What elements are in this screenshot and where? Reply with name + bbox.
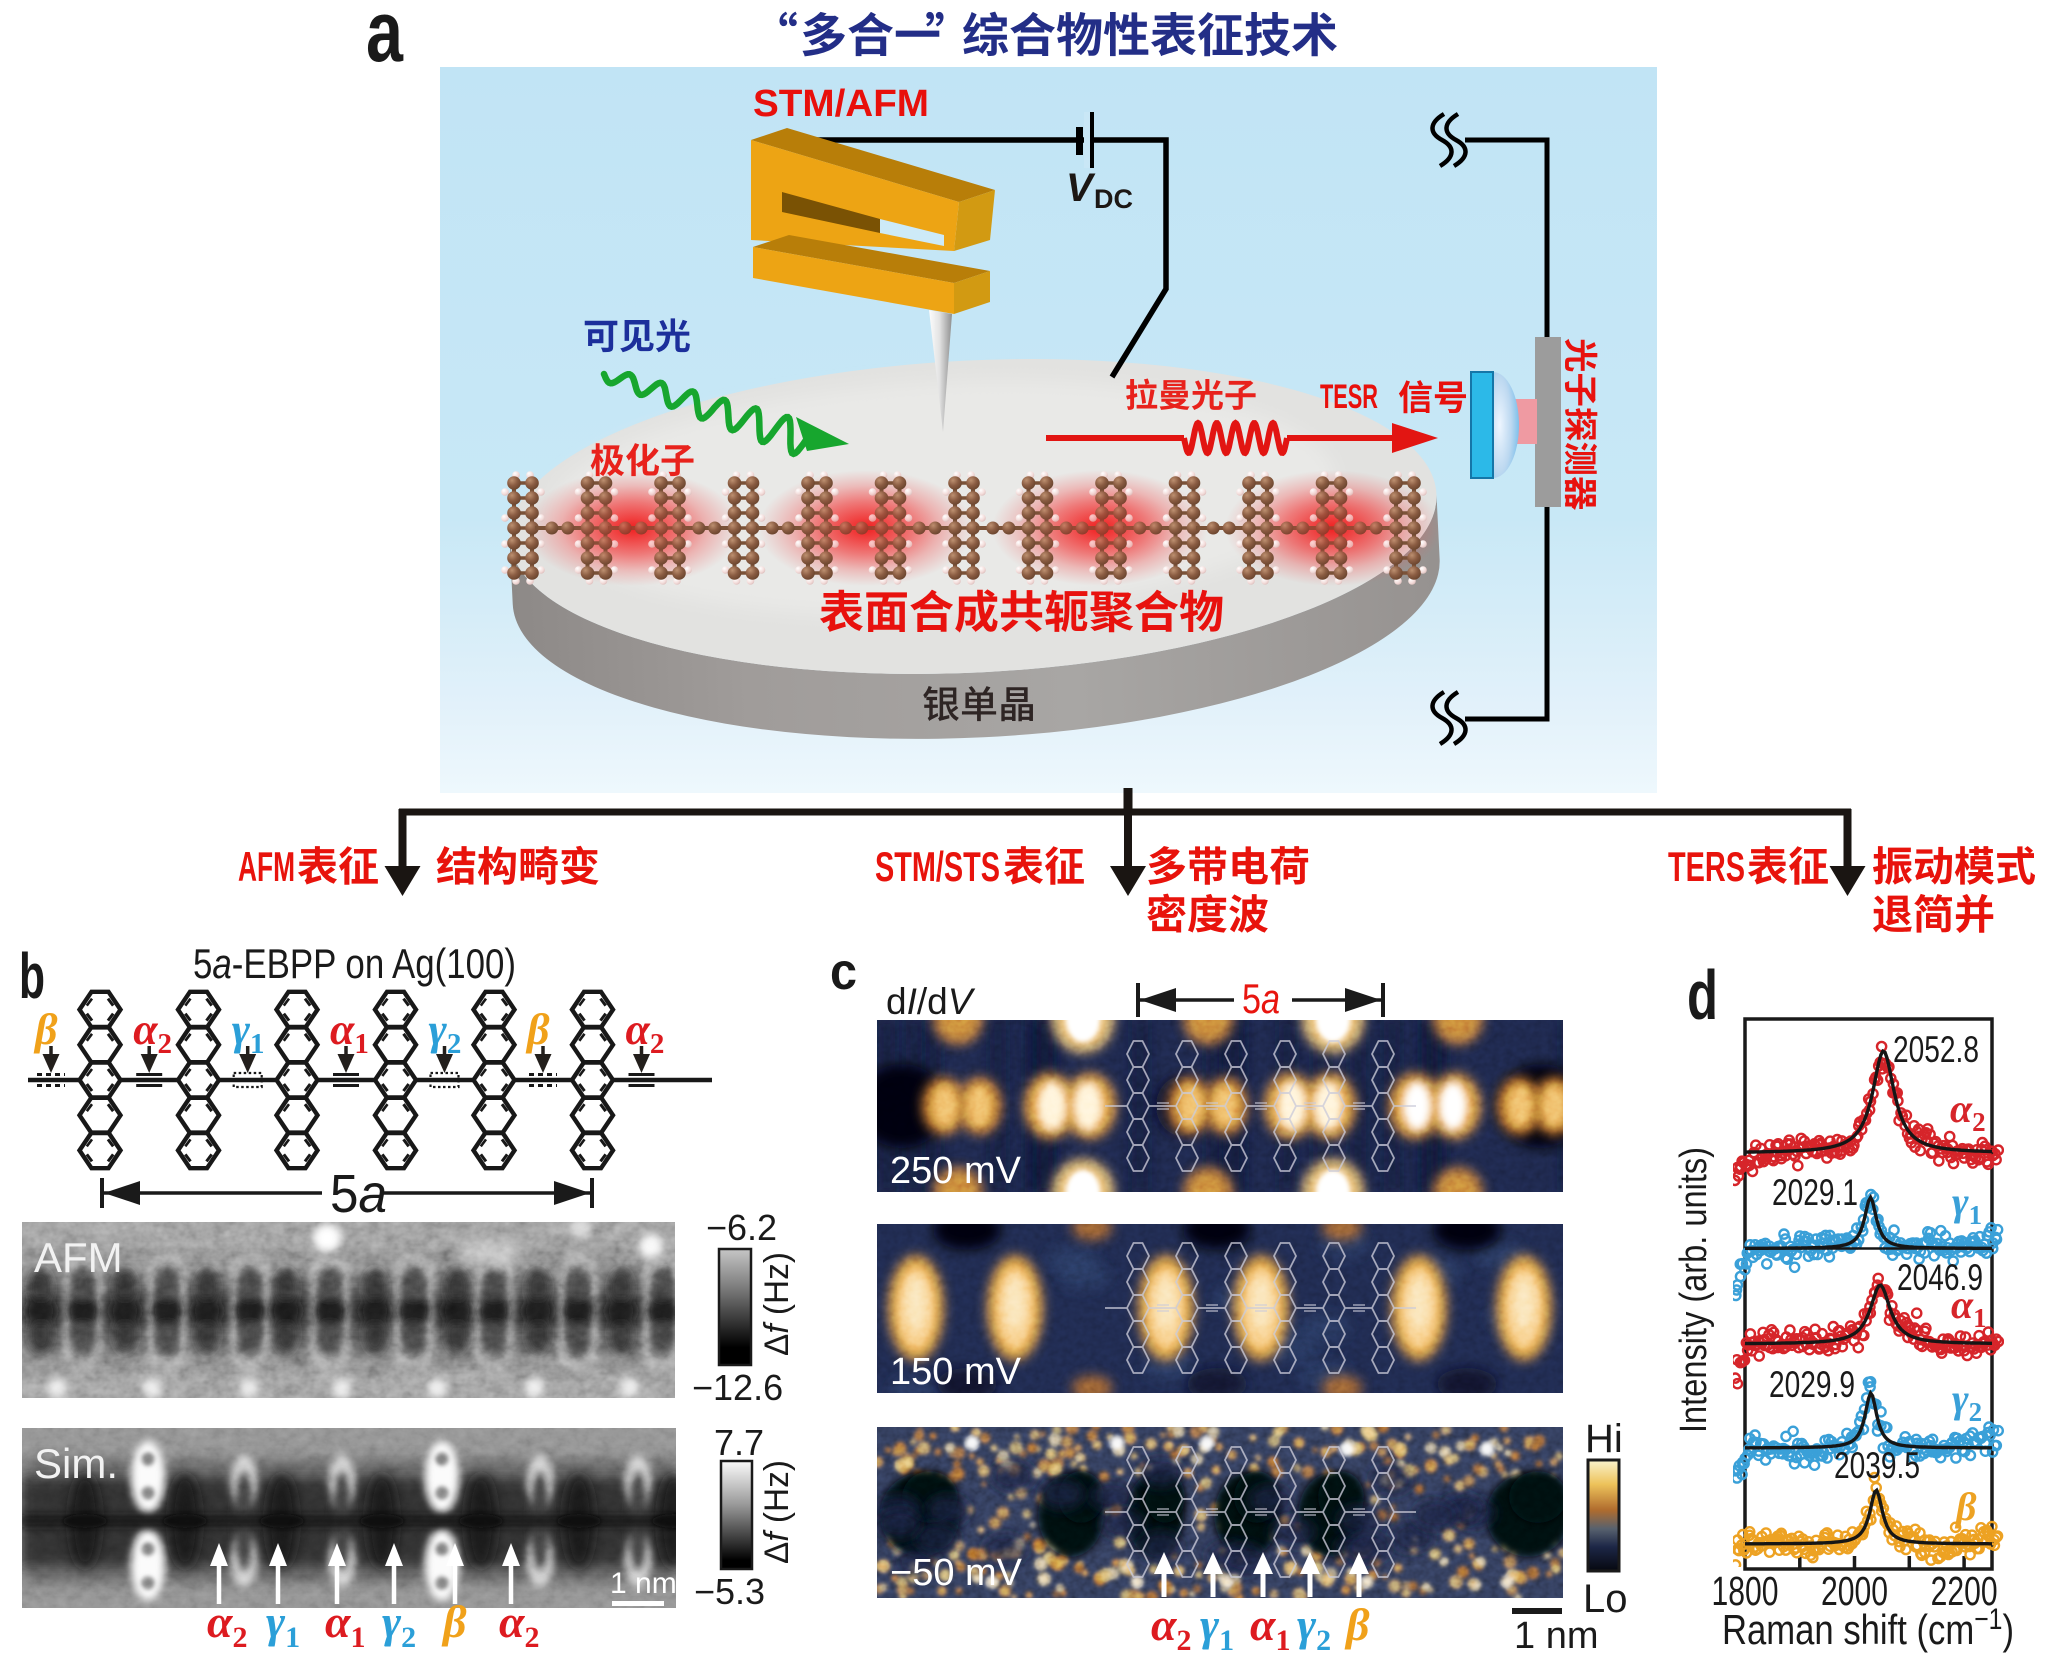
svg-text:Lo: Lo xyxy=(1583,1577,1628,1621)
svg-text:γ2: γ2 xyxy=(1952,1376,1982,1427)
svg-text:b: b xyxy=(19,940,45,1012)
svg-text:150 mV: 150 mV xyxy=(890,1351,1022,1393)
svg-text:β: β xyxy=(1954,1484,1977,1529)
svg-text:β: β xyxy=(441,1596,467,1647)
svg-text:5a-EBPP on Ag(100): 5a-EBPP on Ag(100) xyxy=(193,940,516,987)
svg-text:α1: α1 xyxy=(1951,1282,1987,1333)
svg-text:−50 mV: −50 mV xyxy=(890,1552,1023,1594)
svg-text:β: β xyxy=(1344,1599,1370,1650)
svg-text:a: a xyxy=(366,0,404,80)
svg-text:c: c xyxy=(830,943,857,1001)
svg-text:AFM: AFM xyxy=(34,1234,123,1281)
svg-text:1800: 1800 xyxy=(1712,1568,1779,1614)
svg-text:STM/AFM: STM/AFM xyxy=(753,83,929,125)
svg-text:2046.9: 2046.9 xyxy=(1897,1257,1983,1298)
svg-text:2052.8: 2052.8 xyxy=(1893,1029,1979,1070)
svg-text:Δf (Hz): Δf (Hz) xyxy=(758,1252,796,1356)
svg-text:7.7: 7.7 xyxy=(714,1422,764,1463)
svg-text:2029.9: 2029.9 xyxy=(1769,1364,1855,1405)
svg-text:DC: DC xyxy=(1094,184,1133,214)
svg-text:5a: 5a xyxy=(1242,975,1280,1022)
svg-text:Δf (Hz): Δf (Hz) xyxy=(758,1460,796,1564)
svg-text:−5.3: −5.3 xyxy=(694,1571,765,1612)
svg-text:d: d xyxy=(1687,956,1718,1034)
svg-text:β: β xyxy=(33,1005,58,1054)
svg-text:1 nm: 1 nm xyxy=(1514,1615,1598,1653)
svg-text:2039.5: 2039.5 xyxy=(1834,1445,1920,1486)
svg-text:V: V xyxy=(1066,166,1096,210)
svg-text:TESR: TESR xyxy=(1320,378,1378,416)
svg-text:AFM: AFM xyxy=(238,843,295,890)
svg-text:Sim.: Sim. xyxy=(34,1440,118,1487)
svg-text:Intensity (arb. units): Intensity (arb. units) xyxy=(1673,1147,1715,1433)
svg-text:5a: 5a xyxy=(330,1164,387,1224)
svg-text:250 mV: 250 mV xyxy=(890,1150,1022,1192)
svg-text:α2: α2 xyxy=(133,1005,172,1060)
svg-text:STM/STS: STM/STS xyxy=(875,843,1000,890)
svg-text:β: β xyxy=(525,1005,550,1054)
svg-text:2029.1: 2029.1 xyxy=(1772,1172,1858,1213)
svg-text:Hi: Hi xyxy=(1585,1417,1623,1461)
svg-text:−12.6: −12.6 xyxy=(692,1367,783,1408)
svg-text:1 nm: 1 nm xyxy=(610,1567,677,1600)
svg-text:−6.2: −6.2 xyxy=(706,1207,777,1248)
svg-text:dI/dV: dI/dV xyxy=(886,981,976,1022)
svg-text:2200: 2200 xyxy=(1931,1568,1998,1614)
svg-text:Raman shift (cm−1): Raman shift (cm−1) xyxy=(1722,1603,2014,1653)
svg-text:2000: 2000 xyxy=(1821,1568,1888,1614)
svg-text:TERS: TERS xyxy=(1668,843,1745,890)
